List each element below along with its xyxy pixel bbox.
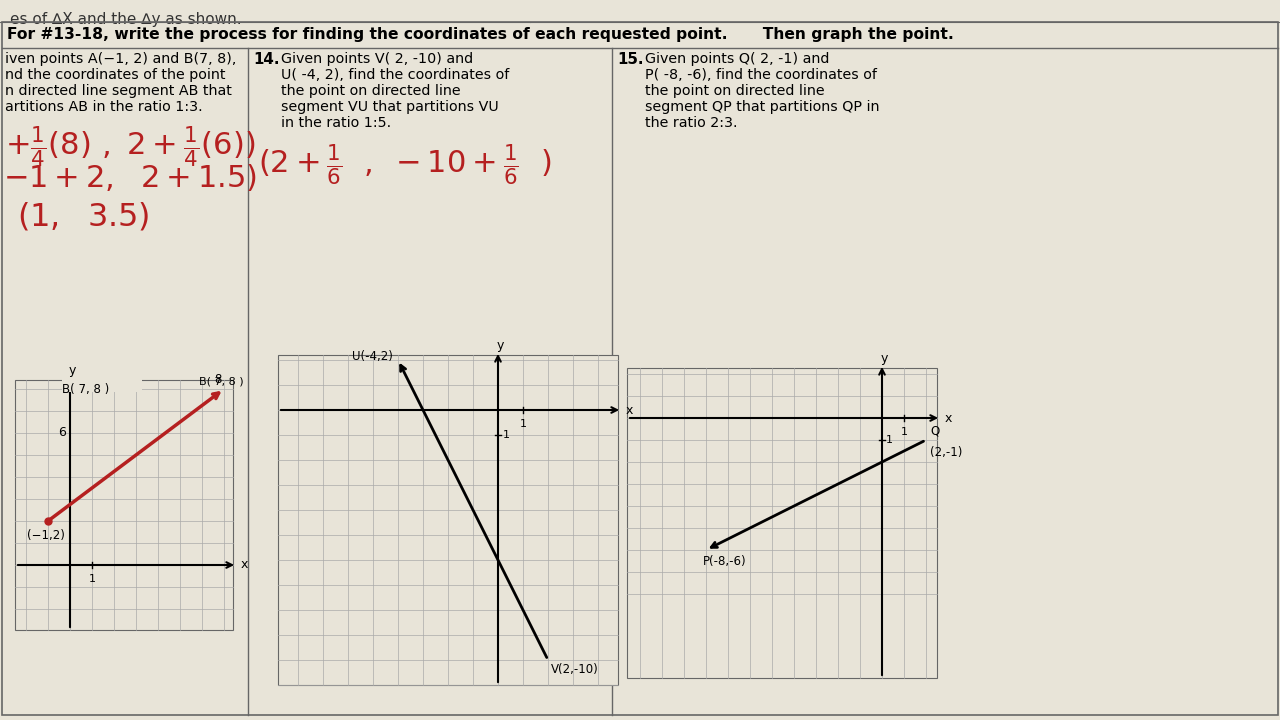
Text: the ratio 2:3.: the ratio 2:3. [645,116,737,130]
Text: $(2+\frac{1}{6}\ \ ,\ -10+\frac{1}{6}\ \ )$: $(2+\frac{1}{6}\ \ ,\ -10+\frac{1}{6}\ \… [259,142,552,187]
Text: x: x [945,412,952,425]
Text: the point on directed line: the point on directed line [645,84,824,98]
Text: (−1,2): (−1,2) [27,529,65,542]
Text: y: y [497,339,504,352]
Text: 1: 1 [503,430,509,440]
Text: 6: 6 [58,426,67,439]
Text: y: y [881,352,888,365]
Text: U( -4, 2), find the coordinates of: U( -4, 2), find the coordinates of [282,68,509,82]
Text: For #13-18, write the process for finding the coordinates of each requested poin: For #13-18, write the process for findin… [6,27,727,42]
Text: Q: Q [931,425,940,438]
Text: 1: 1 [520,419,526,429]
Bar [15,380,233,630]
Text: segment QP that partitions QP in: segment QP that partitions QP in [645,100,879,114]
Text: V(2,-10): V(2,-10) [550,663,599,676]
Text: Given points V( 2, -10) and: Given points V( 2, -10) and [282,52,474,66]
Text: (2,-1): (2,-1) [931,446,963,459]
Text: U(-4,2): U(-4,2) [352,350,393,363]
Text: the point on directed line: the point on directed line [282,84,461,98]
Text: 1: 1 [901,427,908,437]
Text: segment VU that partitions VU: segment VU that partitions VU [282,100,499,114]
Text: 1: 1 [886,435,893,445]
Text: es of ∆X and the ∆y as shown.: es of ∆X and the ∆y as shown. [10,12,242,27]
Text: B( 7, 8 ): B( 7, 8 ) [61,382,109,395]
Text: B( 7, 8 ): B( 7, 8 ) [198,377,243,387]
Text: $+\frac{1}{4}(8)\ ,\ 2+\frac{1}{4}(6))$: $+\frac{1}{4}(8)\ ,\ 2+\frac{1}{4}(6))$ [5,124,255,169]
Text: artitions AB in the ratio 1:3.: artitions AB in the ratio 1:3. [5,100,202,114]
Text: iven points A(−1, 2) and B(7, 8),: iven points A(−1, 2) and B(7, 8), [5,52,237,66]
Text: Given points Q( 2, -1) and: Given points Q( 2, -1) and [645,52,829,66]
Bar [627,368,937,678]
Text: n directed line segment AB that: n directed line segment AB that [5,84,232,98]
Text: y: y [68,364,76,377]
Text: in the ratio 1:5.: in the ratio 1:5. [282,116,392,130]
Text: $(1,\ \ 3.5)$: $(1,\ \ 3.5)$ [17,200,150,232]
Bar [61,378,142,392]
Text: 1: 1 [88,574,96,584]
Text: 14.: 14. [253,52,279,67]
Text: 15.: 15. [617,52,644,67]
Text: Then graph the point.: Then graph the point. [753,27,954,42]
Text: P( -8, -6), find the coordinates of: P( -8, -6), find the coordinates of [645,68,877,82]
Text: nd the coordinates of the point: nd the coordinates of the point [5,68,225,82]
Text: x: x [626,403,634,416]
Text: P(-8,-6): P(-8,-6) [703,555,746,568]
Bar [278,355,618,685]
Text: $-1+2,\ \ 2+1.5)$: $-1+2,\ \ 2+1.5)$ [3,162,257,193]
Text: x: x [241,559,248,572]
Text: 8: 8 [215,373,221,386]
